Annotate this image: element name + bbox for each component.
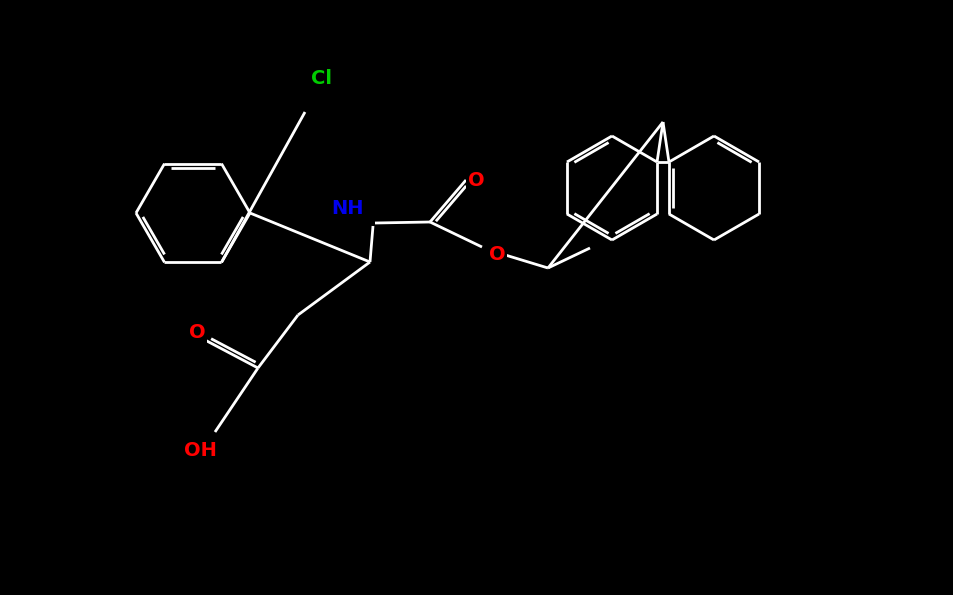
Text: O: O (488, 246, 505, 265)
Text: OH: OH (183, 440, 216, 459)
Text: NH: NH (332, 199, 364, 218)
Text: O: O (189, 322, 205, 342)
Text: Cl: Cl (312, 68, 333, 87)
Text: O: O (467, 171, 484, 189)
